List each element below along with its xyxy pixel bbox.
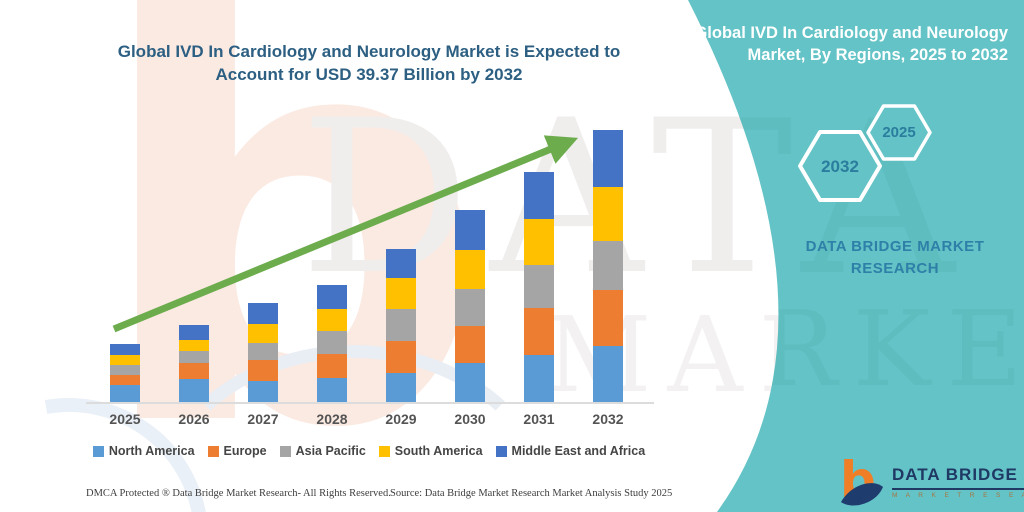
bar-2027 <box>248 303 278 402</box>
logo-tagline: M A R K E T R E S E A R C H <box>892 492 1024 499</box>
segment-asia-pacific-2031 <box>524 265 554 309</box>
logo-swoosh <box>841 483 883 506</box>
hexagon-2025-label: 2025 <box>882 124 916 141</box>
segment-europe-2028 <box>317 354 347 378</box>
legend-swatch-north-america <box>92 445 104 457</box>
x-label-2025: 2025 <box>109 411 141 427</box>
legend-label: Europe <box>223 444 267 458</box>
segment-south-america-2027 <box>248 324 278 344</box>
hexagon-2032-label: 2032 <box>821 157 859 176</box>
x-label-2032: 2032 <box>592 411 624 427</box>
x-label-2026: 2026 <box>178 411 210 427</box>
segment-middle-east-and-africa-2025 <box>110 344 140 356</box>
bar-2032 <box>593 130 623 402</box>
segment-middle-east-and-africa-2032 <box>593 130 623 187</box>
chart-title-line2: Account for USD 39.37 Billion by 2032 <box>215 65 523 84</box>
legend-swatch-europe <box>207 445 219 457</box>
segment-south-america-2030 <box>455 250 485 289</box>
legend-label: Asia Pacific <box>295 444 366 458</box>
x-label-2028: 2028 <box>316 411 348 427</box>
x-label-2031: 2031 <box>523 411 555 427</box>
segment-south-america-2029 <box>386 278 416 309</box>
x-label-2030: 2030 <box>454 411 486 427</box>
footer-dmca-text: DMCA Protected ® Data Bridge Market Rese… <box>86 488 391 499</box>
hexagon-2032 <box>798 130 882 202</box>
segment-south-america-2031 <box>524 219 554 266</box>
segment-middle-east-and-africa-2029 <box>386 248 416 279</box>
segment-middle-east-and-africa-2026 <box>179 325 209 340</box>
segment-europe-2030 <box>455 326 485 364</box>
bar-2031 <box>524 171 554 402</box>
brand-caption: DATA BRIDGE MARKET RESEARCH <box>805 238 985 277</box>
segment-north-america-2029 <box>386 372 416 402</box>
segment-europe-2031 <box>524 308 554 356</box>
legend-label: Middle East and Africa <box>511 444 646 458</box>
chart-title: Global IVD In Cardiology and Neurology M… <box>86 40 652 86</box>
segment-south-america-2025 <box>110 355 140 366</box>
side-panel-heading: Global IVD In Cardiology and Neurology M… <box>694 24 1008 64</box>
logo-b-icon: b <box>840 456 883 508</box>
segment-europe-2029 <box>386 340 416 373</box>
footer-source-text: Source: Data Bridge Market Research Mark… <box>390 488 673 499</box>
chart-title-line1: Global IVD In Cardiology and Neurology M… <box>117 42 621 61</box>
legend-swatch-asia-pacific <box>279 445 291 457</box>
bar-2026 <box>179 325 209 402</box>
x-label-2029: 2029 <box>385 411 417 427</box>
legend-item-middle-east-and-africa: Middle East and Africa <box>495 444 646 458</box>
trend-arrow-line <box>112 135 579 333</box>
segment-north-america-2026 <box>179 379 209 402</box>
bar-2028 <box>317 285 347 402</box>
segment-asia-pacific-2025 <box>110 365 140 376</box>
segment-north-america-2031 <box>524 355 554 402</box>
side-panel-background <box>688 0 1024 512</box>
segment-north-america-2028 <box>317 377 347 402</box>
legend-swatch-south-america <box>378 445 390 457</box>
legend-label: South America <box>394 444 483 458</box>
legend-item-europe: Europe <box>207 444 267 458</box>
segment-middle-east-and-africa-2030 <box>455 210 485 251</box>
segment-south-america-2032 <box>593 186 623 241</box>
segment-europe-2025 <box>110 375 140 386</box>
bar-2025 <box>110 344 140 402</box>
segment-asia-pacific-2026 <box>179 350 209 364</box>
segment-europe-2026 <box>179 363 209 380</box>
segment-asia-pacific-2029 <box>386 308 416 341</box>
segment-middle-east-and-africa-2027 <box>248 303 278 325</box>
legend-item-asia-pacific: Asia Pacific <box>279 444 366 458</box>
segment-europe-2027 <box>248 359 278 382</box>
x-label-2027: 2027 <box>247 411 279 427</box>
bar-2029 <box>386 248 416 402</box>
legend-item-north-america: North America <box>92 444 195 458</box>
segment-middle-east-and-africa-2031 <box>524 171 554 220</box>
segment-asia-pacific-2027 <box>248 343 278 360</box>
segment-north-america-2032 <box>593 346 623 402</box>
segment-middle-east-and-africa-2028 <box>317 285 347 309</box>
segment-asia-pacific-2030 <box>455 288 485 327</box>
chart-legend: North America Europe Asia Pacific South Ame… <box>86 444 652 458</box>
segment-asia-pacific-2032 <box>593 240 623 291</box>
data-bridge-logo: b DATA BRIDGE M A R K E T R E S E A R C … <box>838 456 1024 508</box>
segment-south-america-2028 <box>317 308 347 331</box>
segment-asia-pacific-2028 <box>317 330 347 355</box>
segment-north-america-2030 <box>455 363 485 402</box>
segment-north-america-2025 <box>110 385 140 402</box>
bar-2030 <box>455 210 485 402</box>
x-axis-line <box>86 402 654 404</box>
logo-text: DATA BRIDGE M A R K E T R E S E A R C H <box>892 465 1024 499</box>
segment-europe-2032 <box>593 290 623 347</box>
segment-south-america-2026 <box>179 339 209 351</box>
legend-label: North America <box>108 444 195 458</box>
segment-north-america-2027 <box>248 381 278 402</box>
hexagon-2025 <box>866 104 932 161</box>
legend-swatch-middle-east-and-africa <box>495 445 507 457</box>
logo-name: DATA BRIDGE <box>892 465 1024 490</box>
legend-item-south-america: South America <box>378 444 483 458</box>
